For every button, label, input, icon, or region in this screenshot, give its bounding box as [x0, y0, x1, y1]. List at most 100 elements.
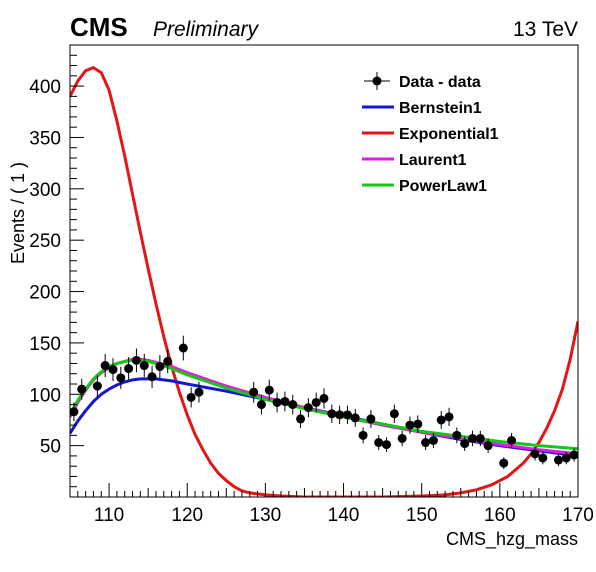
data-point — [467, 430, 477, 447]
data-point — [163, 349, 173, 374]
data-marker — [413, 419, 423, 429]
data-marker — [155, 362, 165, 372]
data-point — [280, 391, 290, 412]
status-label: Preliminary — [153, 18, 260, 41]
data-marker — [139, 361, 149, 371]
x-tick-label: 170 — [562, 505, 594, 526]
data-marker — [249, 387, 259, 397]
data-marker — [131, 355, 141, 365]
data-marker — [397, 433, 407, 443]
legend: Data - data Bernstein1 Exponential1 Laurent… — [362, 72, 499, 195]
data-marker — [460, 439, 470, 449]
data-point — [428, 432, 438, 449]
data-point — [319, 388, 329, 409]
energy-label: 13 TeV — [513, 18, 578, 41]
fit-curves — [70, 66, 578, 497]
data-point — [444, 407, 454, 426]
data-marker — [108, 365, 118, 375]
data-point — [452, 427, 462, 444]
legend-label: Exponential1 — [399, 126, 499, 143]
data-marker — [538, 453, 548, 463]
data-marker — [256, 400, 266, 410]
data-marker — [444, 412, 454, 422]
y-tick-label: 250 — [29, 231, 61, 252]
y-tick-label: 400 — [29, 77, 61, 98]
data-point — [194, 381, 204, 403]
data-marker — [553, 455, 563, 465]
data-marker — [342, 410, 352, 420]
data-point — [249, 381, 259, 403]
data-point — [561, 451, 571, 465]
legend-data-marker — [372, 76, 382, 86]
data-point — [124, 357, 134, 381]
data-marker — [327, 409, 337, 419]
data-marker — [147, 372, 157, 382]
y-tick-label: 100 — [29, 385, 61, 406]
x-tick-label: 150 — [406, 505, 438, 526]
data-point — [335, 405, 345, 425]
data-marker — [452, 430, 462, 440]
data-point — [421, 435, 431, 451]
data-point — [92, 375, 102, 397]
x-axis-title: CMS_hzg_mass — [446, 529, 578, 550]
data-marker — [288, 400, 298, 410]
data-point — [131, 348, 141, 373]
data-point — [507, 432, 517, 449]
data-marker — [178, 343, 188, 353]
data-marker — [499, 458, 509, 468]
legend-entry: PowerLaw1 — [362, 178, 487, 195]
data-marker — [475, 433, 485, 443]
data-point — [147, 365, 157, 388]
data-point — [538, 451, 548, 465]
data-marker — [280, 396, 290, 406]
data-point — [483, 438, 493, 453]
data-point — [186, 387, 196, 408]
y-axis: 50 100 150 200 250 300 350 400 — [29, 54, 84, 488]
legend-label: Bernstein1 — [399, 100, 482, 117]
legend-entry: Exponential1 — [362, 126, 499, 143]
legend-label: PowerLaw1 — [399, 178, 487, 195]
data-point — [296, 409, 306, 428]
data-point — [139, 353, 149, 378]
data-marker — [561, 453, 571, 463]
y-tick-label: 50 — [40, 437, 61, 458]
data-marker — [382, 440, 392, 450]
data-point — [327, 404, 337, 424]
x-axis: 110 120 130 140 150 160 170 — [69, 483, 594, 526]
data-point — [366, 409, 376, 428]
data-point — [405, 416, 415, 434]
data-point — [389, 404, 399, 424]
y-tick-label: 150 — [29, 334, 61, 355]
data-point — [499, 457, 509, 470]
curve-exponential1 — [70, 66, 578, 497]
legend-entry: Laurent1 — [362, 152, 467, 169]
data-point — [264, 379, 274, 401]
plot-area — [69, 44, 579, 498]
data-marker — [77, 384, 87, 394]
data-marker — [116, 373, 126, 383]
data-points — [69, 335, 579, 470]
data-marker — [436, 415, 446, 425]
data-point — [178, 335, 188, 361]
data-point — [350, 408, 360, 427]
data-point — [569, 448, 579, 462]
legend-label: Laurent1 — [399, 152, 467, 169]
data-marker — [428, 436, 438, 445]
x-tick-label: 120 — [171, 505, 203, 526]
data-point — [460, 436, 470, 451]
data-point — [382, 437, 392, 452]
y-tick-label: 200 — [29, 283, 61, 304]
data-marker — [366, 414, 376, 424]
data-point — [374, 435, 384, 451]
data-marker — [350, 413, 360, 423]
data-marker — [530, 449, 540, 459]
legend-entry: Data - data — [364, 72, 481, 91]
data-marker — [163, 356, 173, 366]
data-marker — [311, 397, 321, 407]
data-marker — [421, 438, 431, 448]
data-point — [413, 415, 423, 433]
data-marker — [194, 387, 204, 397]
experiment-label: CMS — [70, 12, 128, 42]
data-marker — [69, 407, 79, 417]
